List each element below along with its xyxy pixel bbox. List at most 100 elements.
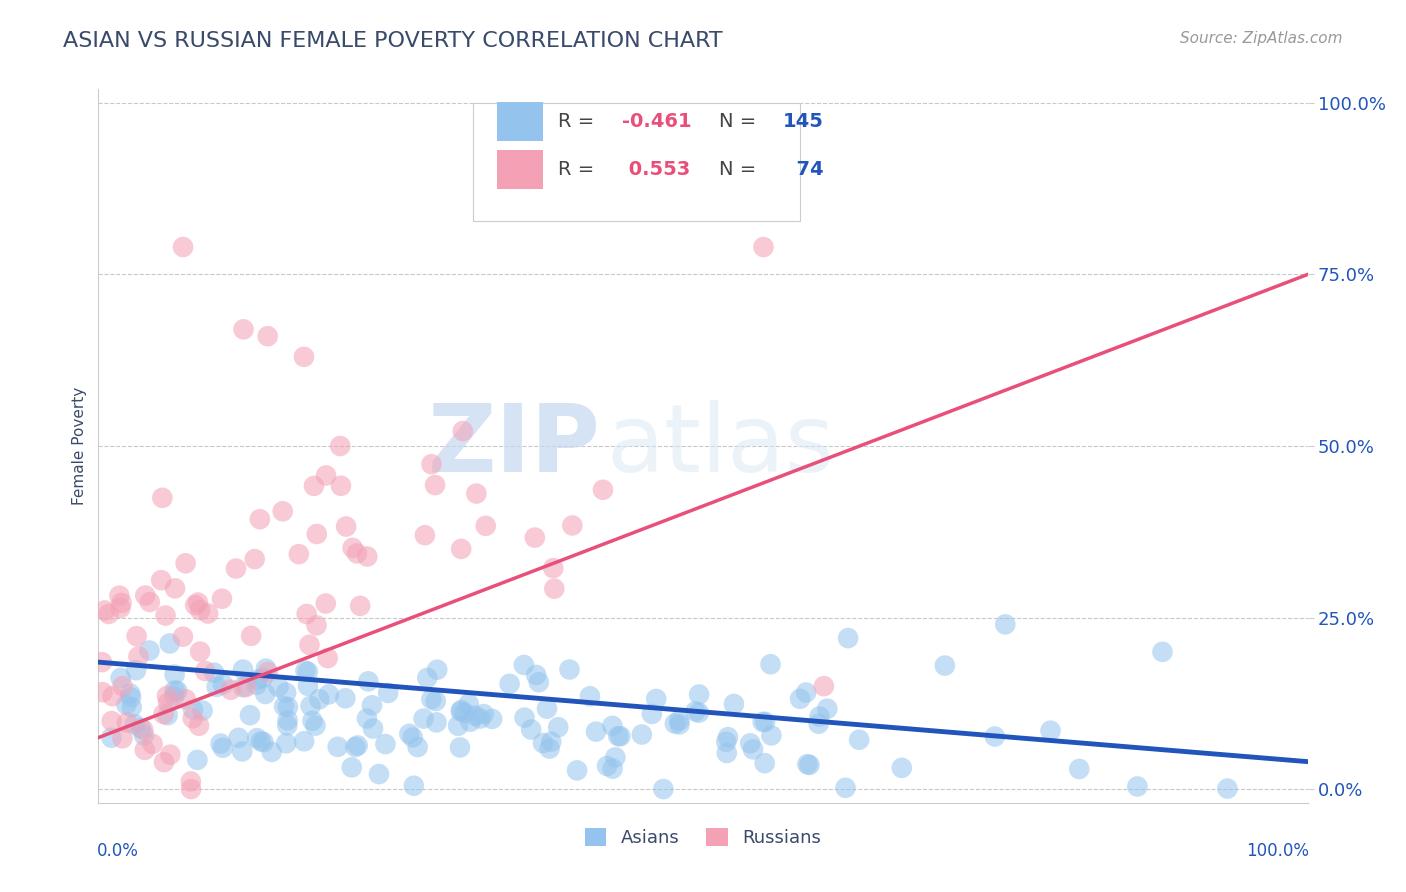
Point (188, 719, 211, 733)
Point (474, 518, 496, 533)
Point (1126, 780, 1149, 794)
Text: Source: ZipAtlas.com: Source: ZipAtlas.com (1180, 31, 1343, 46)
Point (668, 717, 690, 731)
Point (447, 719, 470, 733)
Point (607, 729, 630, 743)
Y-axis label: Female Poverty: Female Poverty (72, 387, 87, 505)
Point (420, 692, 443, 706)
Point (125, 629, 148, 643)
Point (813, 679, 835, 693)
Point (188, 644, 211, 658)
Point (454, 706, 477, 720)
Point (751, 714, 773, 729)
Point (754, 714, 776, 729)
Point (150, 491, 173, 505)
Point (274, 686, 297, 700)
Point (209, 737, 232, 751)
Point (157, 696, 180, 710)
Point (450, 705, 472, 719)
Point (834, 780, 856, 795)
Point (631, 727, 654, 741)
Point (329, 439, 352, 453)
Point (807, 716, 830, 731)
Point (163, 667, 186, 681)
Point (605, 750, 627, 764)
Point (155, 608, 177, 623)
Point (231, 744, 253, 758)
Point (91, 685, 114, 699)
Point (212, 740, 235, 755)
Point (799, 758, 821, 772)
Point (260, 745, 283, 759)
Point (100, 714, 122, 728)
Point (127, 649, 149, 664)
Point (346, 546, 368, 560)
Point (1216, 781, 1239, 796)
Text: ZIP: ZIP (427, 400, 600, 492)
Point (254, 662, 277, 676)
Point (267, 680, 290, 694)
Point (934, 658, 956, 673)
Point (211, 591, 233, 606)
Point (205, 680, 228, 694)
Point (450, 703, 472, 717)
Point (277, 713, 299, 727)
Point (305, 618, 328, 632)
Point (297, 665, 319, 679)
Point (579, 690, 602, 704)
Point (848, 732, 870, 747)
Point (276, 718, 298, 732)
Point (412, 712, 434, 726)
Point (254, 687, 277, 701)
FancyBboxPatch shape (498, 150, 543, 189)
Point (219, 682, 242, 697)
Point (329, 479, 352, 493)
Point (250, 734, 273, 748)
Point (596, 759, 619, 773)
Point (239, 708, 262, 723)
Point (318, 687, 340, 701)
Point (295, 607, 318, 621)
Point (180, 774, 202, 789)
Point (585, 724, 607, 739)
Point (356, 712, 378, 726)
Point (742, 742, 765, 756)
Point (111, 731, 134, 746)
Point (181, 703, 204, 717)
Point (115, 698, 138, 712)
Point (754, 756, 776, 771)
Point (194, 664, 217, 678)
Text: atlas: atlas (606, 400, 835, 492)
Point (450, 541, 472, 556)
Point (541, 561, 564, 575)
Point (1152, 645, 1174, 659)
Point (460, 714, 482, 729)
Point (609, 729, 631, 743)
Point (558, 663, 581, 677)
Point (498, 677, 520, 691)
Point (273, 699, 295, 714)
Point (335, 519, 357, 533)
Point (153, 755, 176, 769)
Point (197, 607, 219, 621)
Point (184, 598, 207, 612)
Point (115, 715, 138, 730)
Point (361, 722, 384, 736)
Point (465, 486, 488, 500)
Point (132, 723, 155, 737)
Point (142, 737, 165, 751)
Point (174, 557, 197, 571)
Point (187, 595, 209, 609)
Point (121, 700, 143, 714)
Point (304, 718, 326, 732)
Point (138, 643, 160, 657)
Point (97, 607, 120, 621)
Point (288, 547, 311, 561)
Point (536, 701, 558, 715)
Point (688, 706, 710, 720)
Point (308, 692, 330, 706)
Point (413, 528, 436, 542)
Point (305, 527, 328, 541)
Point (256, 665, 278, 679)
Point (188, 603, 211, 617)
